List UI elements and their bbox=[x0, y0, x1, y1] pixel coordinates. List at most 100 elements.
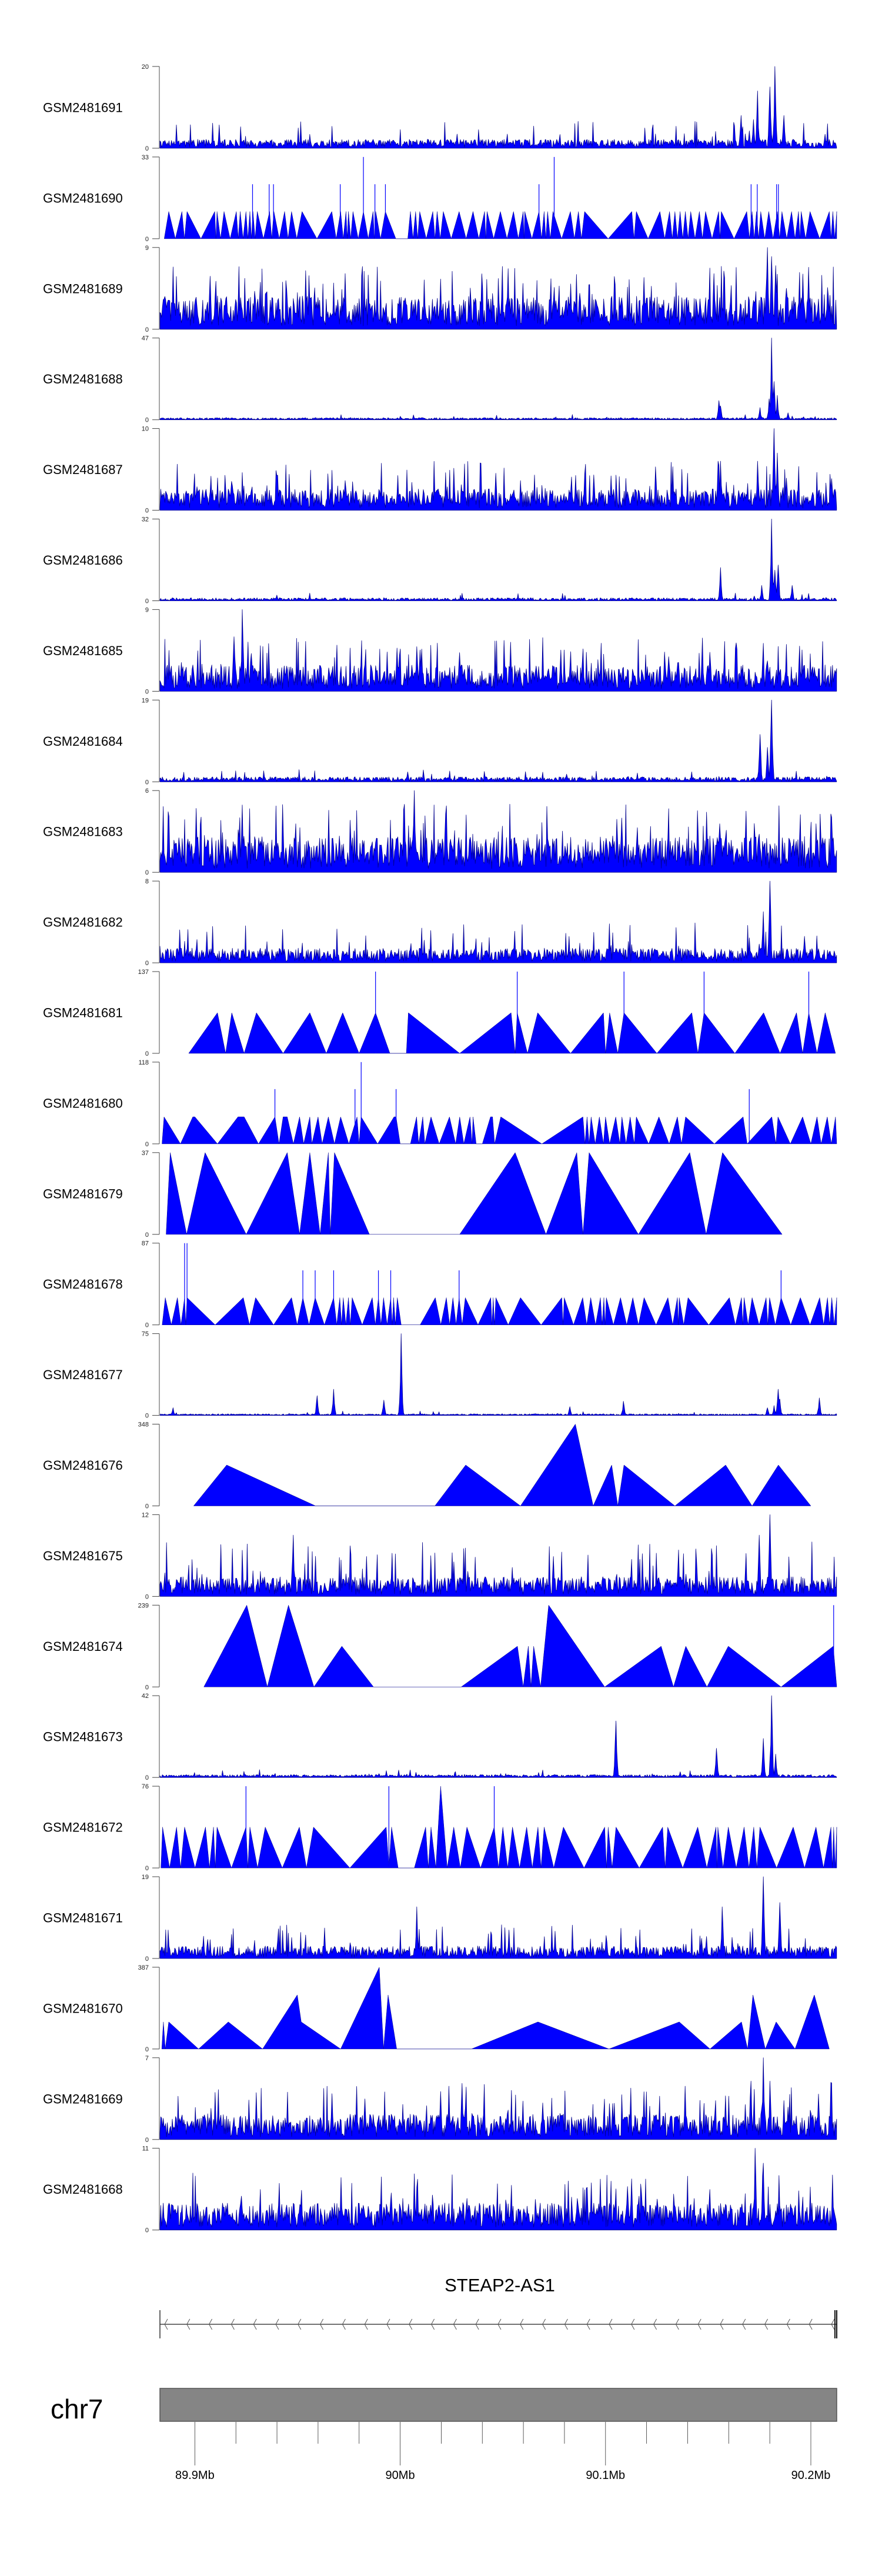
strand-arrow-icon bbox=[564, 2318, 568, 2330]
signal-area bbox=[161, 1967, 830, 2050]
signal-area bbox=[188, 1012, 836, 1054]
track-GSM2481669: GSM2481669 7 0 bbox=[43, 2055, 837, 2144]
signal-area bbox=[159, 2148, 837, 2231]
signal-area bbox=[193, 1424, 811, 1506]
data-tracks: GSM2481691200GSM2481690330GSM248168990GS… bbox=[43, 64, 837, 2234]
strand-arrow-icon bbox=[697, 2318, 701, 2330]
strand-arrow-icon bbox=[298, 2318, 302, 2330]
signal-area bbox=[161, 1786, 837, 1868]
track-label: GSM2481670 bbox=[43, 2001, 123, 2016]
y-tick-label-max: 9 bbox=[145, 606, 149, 613]
track-GSM2481668: GSM2481668 11 0 bbox=[43, 2145, 837, 2234]
strand-arrow-icon bbox=[764, 2318, 769, 2330]
track-label: GSM2481685 bbox=[43, 643, 123, 658]
strand-arrow-icon bbox=[497, 2318, 502, 2330]
track-GSM2481680: GSM2481680 118 0 bbox=[43, 1059, 837, 1148]
track-GSM2481677: GSM2481677 75 0 bbox=[43, 1331, 837, 1420]
axis-tick-label: 90.1Mb bbox=[586, 2469, 625, 2482]
y-tick-label-zero: 0 bbox=[145, 1232, 149, 1239]
track-GSM2481683: GSM2481683 6 0 bbox=[43, 788, 837, 876]
strand-arrow-icon bbox=[609, 2318, 613, 2330]
y-tick-label-max: 87 bbox=[142, 1240, 149, 1247]
track-GSM2481679: GSM2481679 37 0 bbox=[43, 1150, 783, 1239]
track-label: GSM2481680 bbox=[43, 1096, 123, 1110]
track-label: GSM2481686 bbox=[43, 553, 123, 568]
y-tick-label-zero: 0 bbox=[145, 1322, 149, 1329]
signal-area bbox=[203, 1605, 837, 1687]
track-label: GSM2481688 bbox=[43, 372, 123, 386]
y-tick-label-zero: 0 bbox=[145, 508, 149, 515]
strand-arrow-icon bbox=[453, 2318, 457, 2330]
track-GSM2481691: GSM2481691 20 0 bbox=[43, 64, 837, 152]
signal-area bbox=[159, 880, 837, 963]
strand-arrow-icon bbox=[386, 2318, 390, 2330]
track-label: GSM2481682 bbox=[43, 915, 123, 930]
chromosome-ideogram: chr7 89.9Mb 90Mb 90.1Mb 90.2Mb bbox=[51, 2388, 837, 2482]
strand-arrow-icon bbox=[275, 2318, 279, 2330]
y-tick-label-max: 47 bbox=[142, 335, 149, 342]
track-label: GSM2481681 bbox=[43, 1006, 123, 1020]
signal-area bbox=[159, 338, 837, 421]
y-tick-label-zero: 0 bbox=[145, 236, 149, 243]
track-label: GSM2481671 bbox=[43, 1911, 123, 1926]
y-tick-label-zero: 0 bbox=[145, 1865, 149, 1872]
strand-arrow-icon bbox=[364, 2318, 368, 2330]
y-tick-label-zero: 0 bbox=[145, 326, 149, 333]
y-tick-label-max: 19 bbox=[142, 697, 149, 704]
signal-area bbox=[164, 211, 837, 239]
track-GSM2481688: GSM2481688 47 0 bbox=[43, 335, 837, 424]
track-GSM2481684: GSM2481684 19 0 bbox=[43, 697, 837, 786]
track-label: GSM2481672 bbox=[43, 1820, 123, 1835]
y-tick-label-zero: 0 bbox=[145, 869, 149, 876]
strand-arrow-icon bbox=[831, 2318, 835, 2330]
y-tick-label-zero: 0 bbox=[145, 1503, 149, 1510]
track-GSM2481676: GSM2481676 348 0 bbox=[43, 1422, 811, 1510]
signal-area bbox=[162, 1116, 837, 1144]
signal-area bbox=[159, 519, 837, 601]
y-tick-label-zero: 0 bbox=[145, 598, 149, 605]
strand-arrow-icon bbox=[786, 2318, 790, 2330]
y-tick-label-zero: 0 bbox=[145, 417, 149, 424]
signal-area bbox=[159, 790, 837, 873]
strand-arrow-icon bbox=[520, 2318, 524, 2330]
strand-arrow-icon bbox=[164, 2318, 168, 2330]
strand-arrow-icon bbox=[542, 2318, 546, 2330]
y-tick-label-max: 32 bbox=[142, 516, 149, 523]
axis-tick-label: 90.2Mb bbox=[791, 2469, 831, 2482]
signal-area bbox=[159, 2057, 837, 2140]
y-tick-label-max: 6 bbox=[145, 788, 149, 795]
strand-arrow-icon bbox=[675, 2318, 679, 2330]
y-tick-label-max: 76 bbox=[142, 1783, 149, 1790]
strand-arrow-icon bbox=[342, 2318, 346, 2330]
strand-arrow-icon bbox=[320, 2318, 324, 2330]
y-tick-label-max: 42 bbox=[142, 1693, 149, 1700]
y-tick-label-max: 137 bbox=[138, 969, 149, 976]
track-GSM2481686: GSM2481686 32 0 bbox=[43, 516, 837, 605]
strand-arrow-icon bbox=[808, 2318, 813, 2330]
track-GSM2481674: GSM2481674 239 0 bbox=[43, 1602, 837, 1691]
track-GSM2481685: GSM2481685 9 0 bbox=[43, 606, 837, 695]
track-label: GSM2481673 bbox=[43, 1730, 123, 1744]
track-GSM2481682: GSM2481682 8 0 bbox=[43, 878, 837, 967]
chromosome-label: chr7 bbox=[51, 2394, 103, 2424]
signal-area bbox=[159, 1333, 837, 1416]
track-label: GSM2481668 bbox=[43, 2182, 123, 2197]
strand-arrow-icon bbox=[209, 2318, 213, 2330]
y-tick-label-zero: 0 bbox=[145, 960, 149, 967]
track-label: GSM2481678 bbox=[43, 1277, 123, 1292]
y-tick-label-max: 20 bbox=[142, 64, 149, 71]
y-tick-label-zero: 0 bbox=[145, 1413, 149, 1420]
track-label: GSM2481677 bbox=[43, 1367, 123, 1382]
y-tick-label-max: 7 bbox=[145, 2055, 149, 2062]
y-tick-label-zero: 0 bbox=[145, 1774, 149, 1781]
track-label: GSM2481690 bbox=[43, 191, 123, 205]
strand-arrow-icon bbox=[631, 2318, 635, 2330]
y-tick-label-max: 19 bbox=[142, 1874, 149, 1881]
y-tick-label-max: 75 bbox=[142, 1331, 149, 1338]
track-GSM2481670: GSM2481670 387 0 bbox=[43, 1964, 830, 2053]
y-tick-label-max: 348 bbox=[138, 1422, 149, 1429]
y-tick-label-max: 387 bbox=[138, 1964, 149, 1971]
strand-arrow-icon bbox=[475, 2318, 479, 2330]
signal-area bbox=[159, 247, 837, 330]
track-GSM2481678: GSM2481678 87 0 bbox=[43, 1240, 837, 1329]
